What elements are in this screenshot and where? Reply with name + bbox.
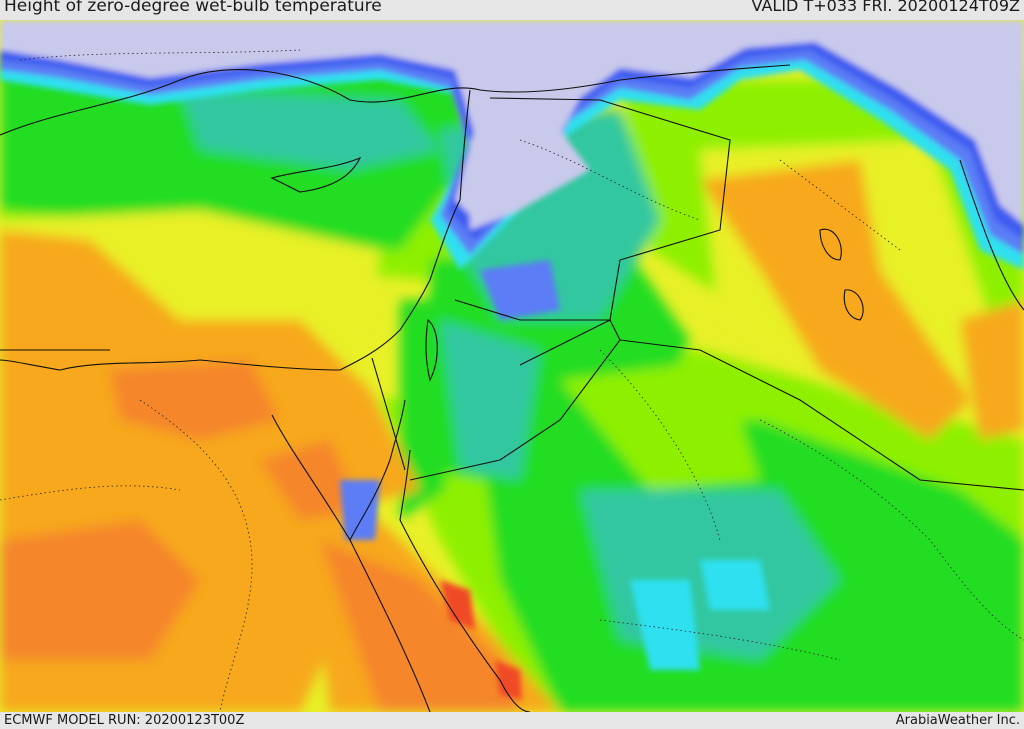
levant-coast [0,89,471,371]
red-spot-2 [495,660,522,700]
teal-jordan [440,320,540,480]
dark-orange-sinai [260,440,360,520]
cyprus [270,156,362,193]
snow-lebanon [470,130,590,230]
cold-patch-jordan [480,260,560,320]
dark-orange-egypt [110,360,280,440]
credit: ArabiaWeather Inc. [895,713,1020,728]
valid-time: VALID T+033 FRI. 20200124T09Z [751,0,1020,15]
iraq-lake-2 [843,289,864,321]
cold-patch-sinai [340,480,380,540]
map-title: Height of zero-degree wet-bulb temperatu… [4,0,382,16]
red-spot-1 [440,580,475,630]
hot-spots [440,580,522,700]
gulf-of-aqaba [389,399,411,521]
orange-gulf-edge [960,300,1024,440]
red-sea-east [399,519,531,712]
dark-orange-south [0,520,200,660]
teal-coast [180,90,440,170]
orange-iraq [700,160,970,440]
sinai-border [371,357,406,471]
saudi-iraq-border [619,339,1024,491]
med-north-coast [0,64,791,136]
iraq-lake-1 [819,228,842,261]
model-run: ECMWF MODEL RUN: 20200123T00Z [4,713,245,728]
red-sea-west [349,539,431,712]
province-line-5 [519,139,701,221]
province-line-2 [0,485,181,501]
gulf-of-suez [271,414,391,542]
footer-bar: ECMWF MODEL RUN: 20200123T00Z ArabiaWeat… [0,712,1024,729]
province-line-3 [599,349,721,541]
color-field [0,60,1024,712]
province-line-8 [599,619,841,661]
internal-boundaries [0,49,1024,712]
cold-patch-arabia [630,580,700,670]
snow-zone [0,20,1024,225]
dead-sea [425,318,438,382]
province-line-1 [139,399,253,712]
persian-gulf [959,159,1024,311]
dark-orange-redsea [320,540,520,712]
yellow-central-arabia [560,360,760,490]
province-line-7 [19,49,301,61]
weather-map[interactable] [0,20,1024,712]
cold-band [0,20,1024,670]
cold-patch-arabia-2 [700,560,770,610]
boundaries [0,64,1024,712]
header-bar: Height of zero-degree wet-bulb temperatu… [0,0,1024,20]
